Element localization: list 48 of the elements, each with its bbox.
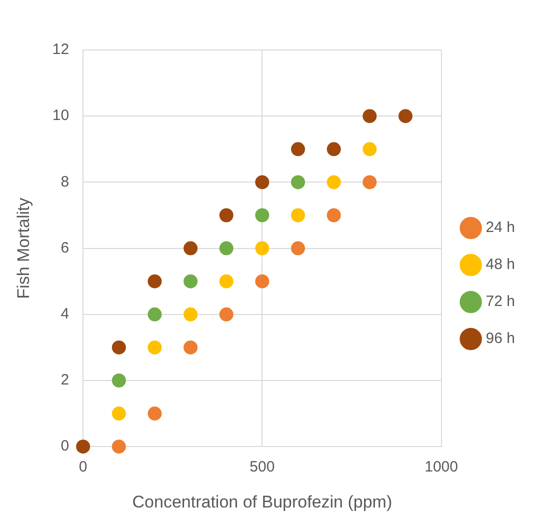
point [291,241,306,256]
x-tick-label: 1000 [424,458,458,476]
point [255,175,270,190]
point [362,109,377,124]
legend-label: 96 h [486,330,516,348]
point [362,175,377,190]
point [148,406,162,421]
point [255,241,270,256]
legend-label: 72 h [486,293,516,310]
y-tick-label: 0 [60,438,70,455]
y-tick-label: 10 [52,107,70,124]
point [291,142,306,156]
point [112,340,126,354]
point [326,175,341,190]
point [291,208,306,222]
point [326,208,341,222]
x-axis-title: Concentration of Buprofezin (ppm) [132,492,392,512]
y-tick-label: 4 [60,306,70,323]
y-tick-label: 6 [60,239,70,256]
point [148,274,162,288]
point [184,340,198,354]
point [112,440,126,454]
x-tick-label: 500 [250,458,275,476]
point [291,175,306,190]
point [219,241,234,256]
point [148,307,162,322]
point [219,208,234,222]
y-tick-label: 2 [60,372,70,389]
x-tick-label: 0 [78,458,88,476]
y-tick-label: 8 [60,173,70,190]
point [184,274,198,288]
legend-label: 48 h [486,256,516,274]
point [398,109,412,124]
point [184,241,198,256]
point [112,406,126,421]
point [219,307,234,322]
point [76,440,90,454]
legend-label: 24 h [486,219,516,236]
point [148,340,162,354]
point [255,274,270,288]
point [112,374,126,388]
point [362,142,377,156]
point [255,208,270,222]
y-axis-title: Fish Mortality [14,197,33,299]
point [219,274,234,288]
y-tick-label: 12 [52,41,70,58]
point [326,142,341,156]
point [184,307,198,322]
